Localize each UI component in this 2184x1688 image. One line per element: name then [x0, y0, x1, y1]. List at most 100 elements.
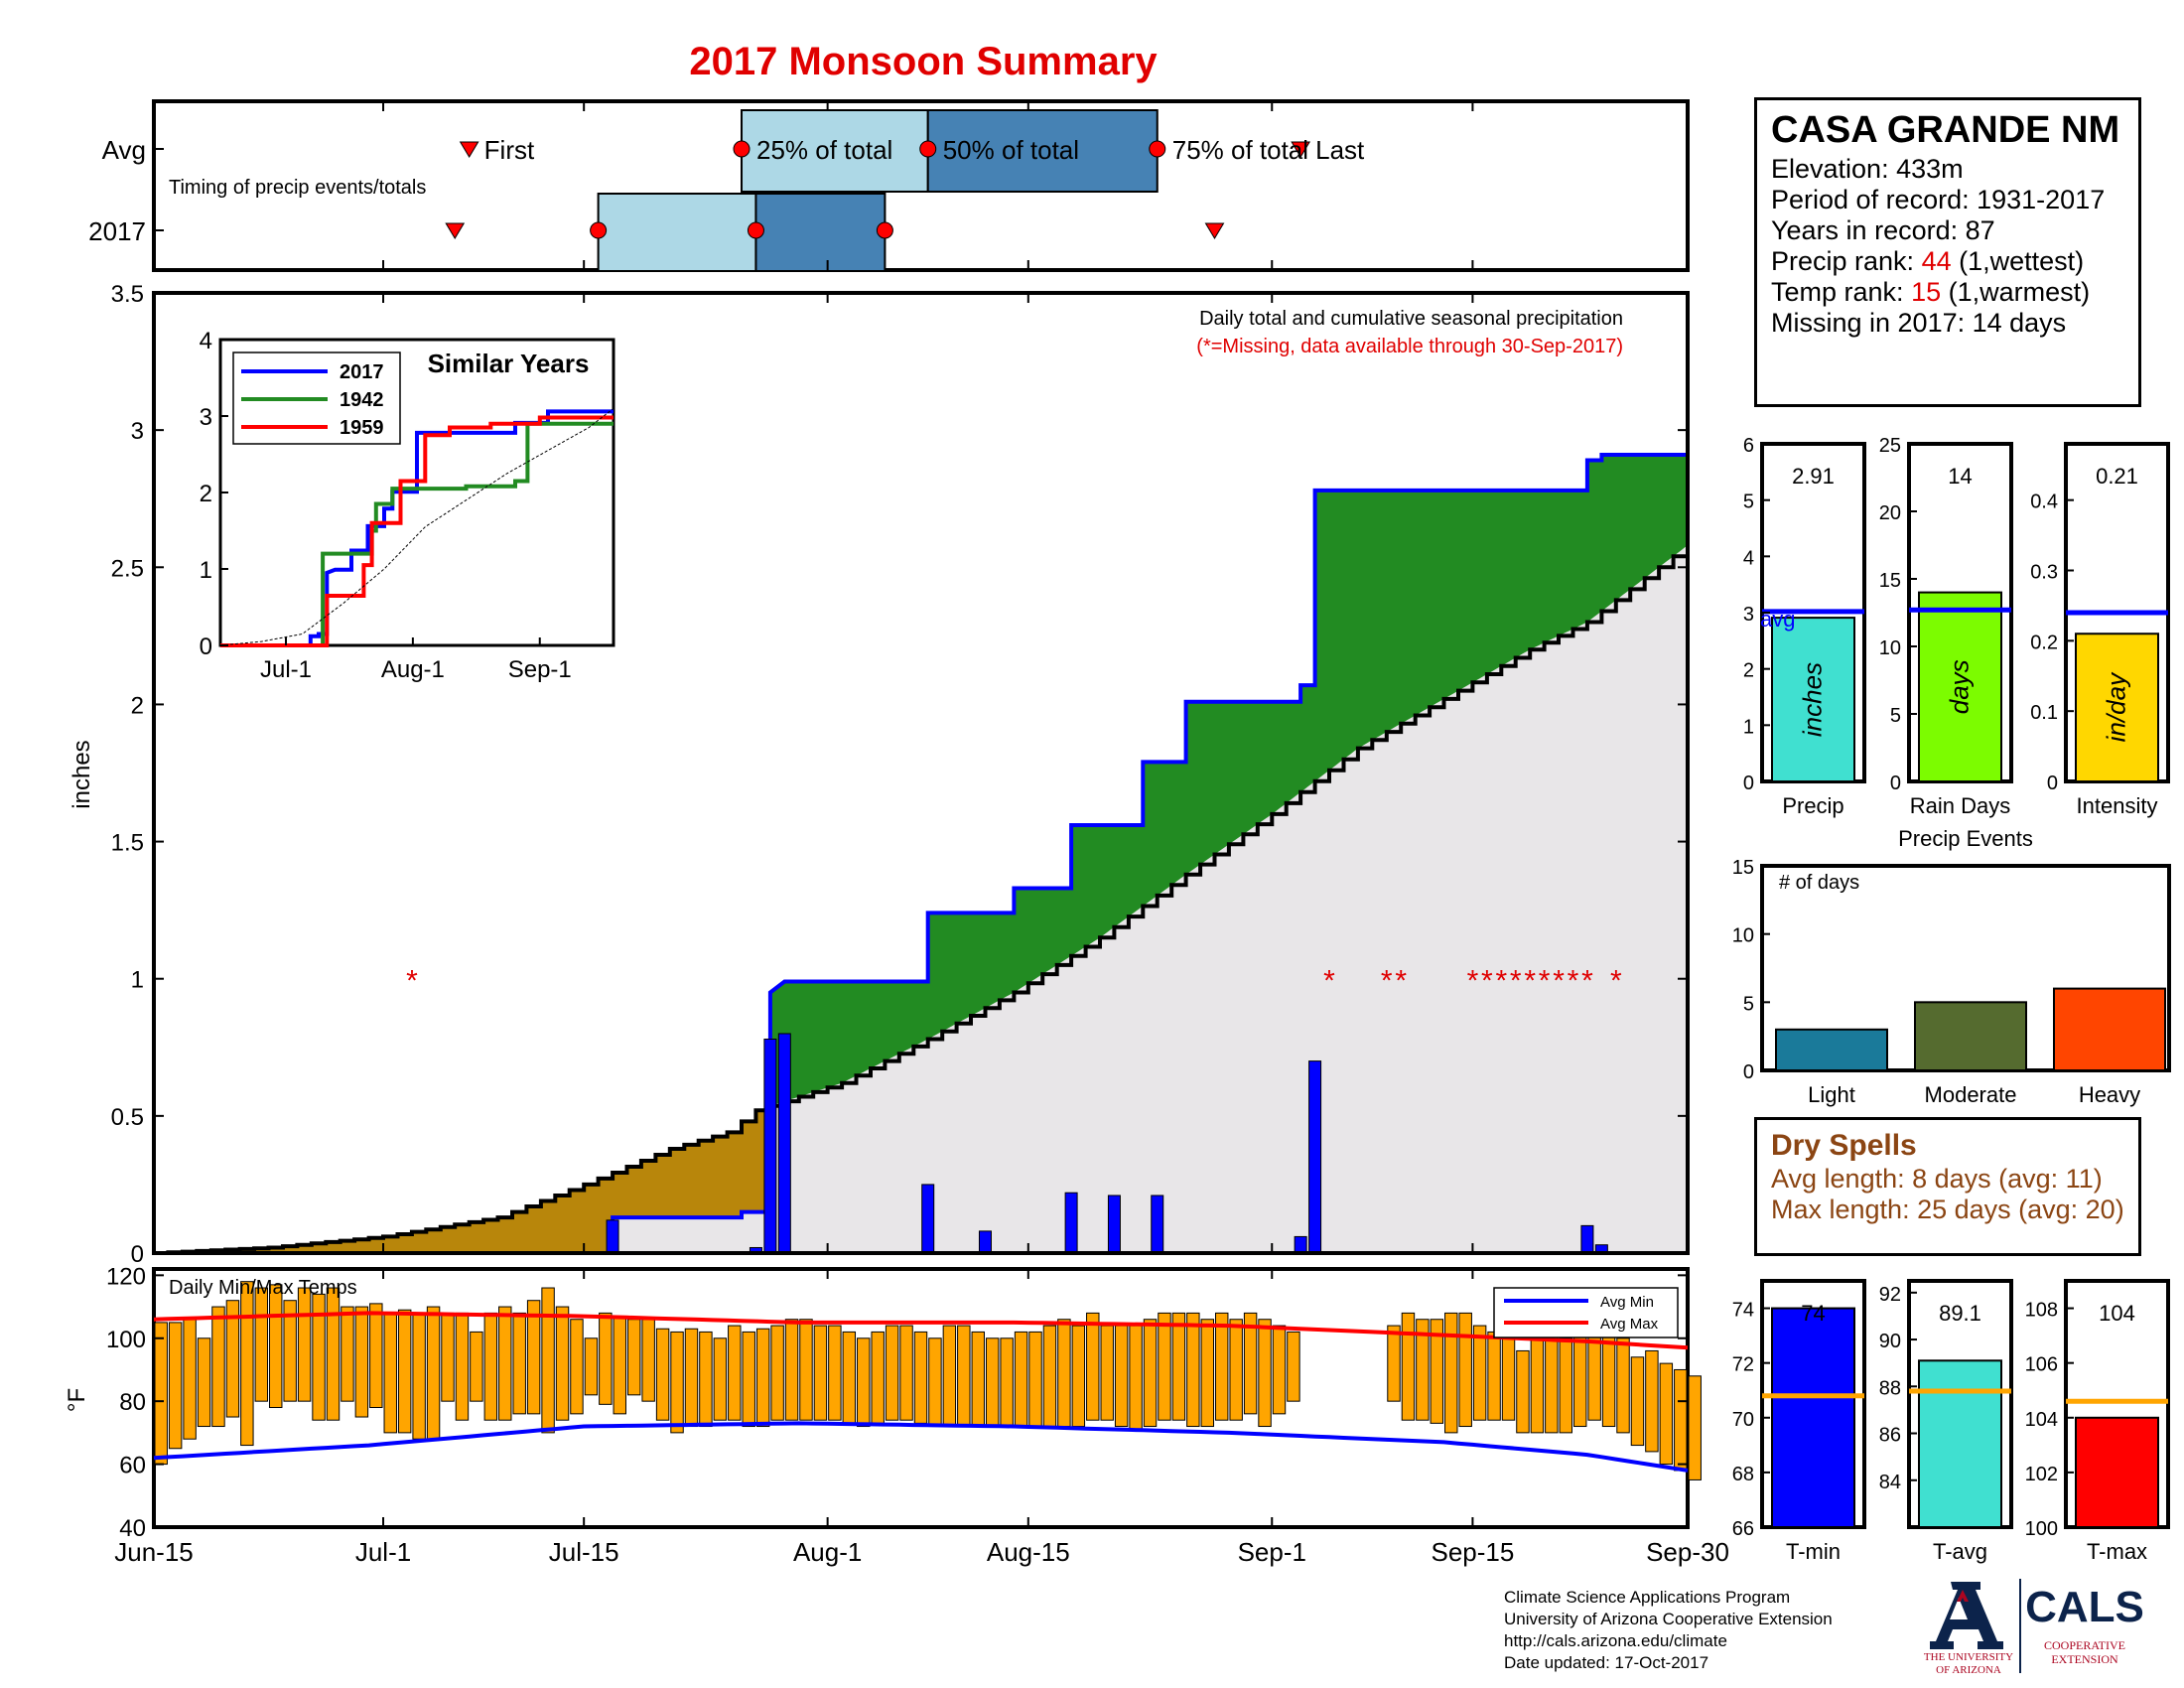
daily-temp-bar: [784, 1319, 799, 1421]
temp-ytick-label: 40: [119, 1515, 146, 1542]
inset-title: Similar Years: [428, 349, 590, 378]
daily-temp-bar: [1387, 1325, 1401, 1402]
tmin-panel-ytick-label: 70: [1732, 1409, 1754, 1431]
daily-temp-bar: [971, 1331, 985, 1428]
missing-marker: *: [1510, 965, 1522, 998]
daily-temp-bar: [1100, 1325, 1114, 1421]
daily-temp-bar: [684, 1328, 699, 1428]
inset-legend-label: 2017: [340, 361, 384, 383]
tmax-panel-label: T-max: [2087, 1539, 2147, 1564]
daily-temp-bar: [985, 1337, 1000, 1428]
precip-panel-ytick-label: 2: [1743, 660, 1754, 682]
timing-pct-dot: [919, 140, 937, 158]
tmin-panel-bar: [1771, 1307, 1855, 1528]
daily-temp-bar: [1401, 1312, 1416, 1421]
chart-title: 2017 Monsoon Summary: [689, 40, 1158, 83]
xtick-label: Jul-15: [549, 1537, 619, 1567]
daily-temp-bar: [1472, 1325, 1487, 1421]
daily-precip-bar: [1294, 1235, 1307, 1253]
timing-caption: Timing of precip events/totals: [169, 177, 426, 199]
intensity-panel-ytick-label: 0: [2047, 773, 2058, 794]
xtick-label: Sep-15: [1431, 1537, 1514, 1567]
xtick-label: Sep-1: [1238, 1537, 1306, 1567]
raindays-panel-ytick-label: 25: [1879, 435, 1901, 457]
daily-temp-bar: [1487, 1331, 1501, 1421]
timing-p75-label: 75% of total: [1172, 135, 1308, 165]
timing-pct-dot: [747, 221, 764, 239]
events-title: Precip Events: [1898, 826, 2033, 851]
intensity-panel-label: Intensity: [2077, 793, 2158, 818]
daily-temp-bar: [225, 1300, 240, 1418]
intensity-panel-ytick-label: 0.1: [2030, 702, 2058, 724]
inset-legend-label: 1959: [340, 417, 384, 439]
daily-temp-bar: [240, 1281, 254, 1447]
avg-max-temp-line: [153, 1311, 1689, 1350]
events-xtick-label: Light: [1808, 1082, 1855, 1107]
daily-precip-bar: [777, 1033, 791, 1253]
timing-pct-dot: [1149, 140, 1166, 158]
daily-temp-bar: [154, 1322, 168, 1466]
precip-panel-ytick-label: 4: [1743, 547, 1754, 569]
raindays-panel-ytick-label: 5: [1890, 705, 1901, 727]
missing-marker: *: [1481, 965, 1493, 998]
daily-temp-bar: [713, 1337, 728, 1421]
daily-precip-bar: [1151, 1195, 1164, 1253]
temp-ytick-label: 120: [106, 1263, 146, 1290]
footer-credits: Climate Science Applications Program Uni…: [1504, 1587, 1833, 1674]
missing-marker: *: [1395, 965, 1407, 998]
daily-temp-bar: [828, 1325, 842, 1421]
main-note-2: (*=Missing, data available through 30-Se…: [1196, 336, 1623, 357]
station-years: Years in record: 87: [1771, 215, 1995, 245]
missing-marker: *: [1467, 965, 1479, 998]
main-note-1: Daily total and cumulative seasonal prec…: [1199, 308, 1623, 330]
daily-temp-bar: [1042, 1325, 1057, 1428]
daily-precip-bar: [978, 1230, 992, 1253]
daily-temp-bar: [813, 1325, 828, 1421]
daily-temp-bar: [1501, 1337, 1516, 1421]
timing-p50-label: 50% of total: [943, 135, 1079, 165]
daily-temp-bar: [699, 1331, 713, 1428]
station-missing: Missing in 2017: 14 days: [1771, 308, 2067, 338]
inset-ytick-label: 0: [200, 633, 212, 660]
daily-temp-bar: [1129, 1325, 1143, 1431]
daily-temp-bar: [183, 1319, 197, 1440]
intensity-panel-ytick-label: 0.3: [2030, 562, 2058, 584]
station-info-box: CASA GRANDE NM Elevation: 433m Period of…: [1754, 97, 2141, 407]
daily-temp-bar: [1416, 1319, 1430, 1421]
daily-temp-bar: [755, 1328, 770, 1428]
daily-precip-bar: [1580, 1224, 1594, 1253]
daily-temp-bar: [957, 1325, 971, 1428]
station-name: CASA GRANDE NM: [1771, 109, 2120, 151]
daily-temp-bar: [1243, 1312, 1258, 1415]
missing-marker: *: [1539, 965, 1551, 998]
daily-temp-bar: [1659, 1362, 1674, 1466]
tmax-panel-bar: [2075, 1416, 2159, 1529]
main-ylabel: inches: [68, 740, 95, 808]
inset-series-2017: [220, 409, 614, 647]
temp-ytick-label: 100: [106, 1327, 146, 1353]
tmax-panel-ytick-label: 108: [2025, 1300, 2058, 1322]
inset-series-avg: [219, 407, 614, 646]
daily-temp-bar: [412, 1312, 426, 1440]
daily-temp-bar: [297, 1287, 312, 1402]
daily-temp-bar: [269, 1284, 283, 1409]
events-bar-light: [1775, 1028, 1888, 1072]
daily-temp-bar: [742, 1331, 755, 1428]
daily-temp-bar: [426, 1306, 441, 1440]
raindays-panel-label: Rain Days: [1910, 793, 2010, 818]
daily-temp-bar: [942, 1325, 957, 1428]
timing-event-triangle: [1291, 141, 1311, 158]
avg-min-temp-line: [153, 1421, 1689, 1473]
daily-temp-bar: [1258, 1319, 1272, 1428]
intensity-panel-ytick-label: 0.4: [2030, 492, 2058, 513]
events-ylabel: # of days: [1779, 872, 1859, 894]
timing-box-25-50: [741, 109, 929, 193]
daily-temp-bar: [641, 1319, 655, 1402]
daily-temp-bar: [1601, 1331, 1616, 1428]
daily-temp-bar: [1057, 1319, 1071, 1428]
daily-temp-bar: [1000, 1337, 1014, 1428]
daily-precip-bar: [921, 1184, 935, 1253]
daily-temp-bar: [899, 1325, 913, 1421]
timing-box-25-50: [597, 193, 757, 272]
